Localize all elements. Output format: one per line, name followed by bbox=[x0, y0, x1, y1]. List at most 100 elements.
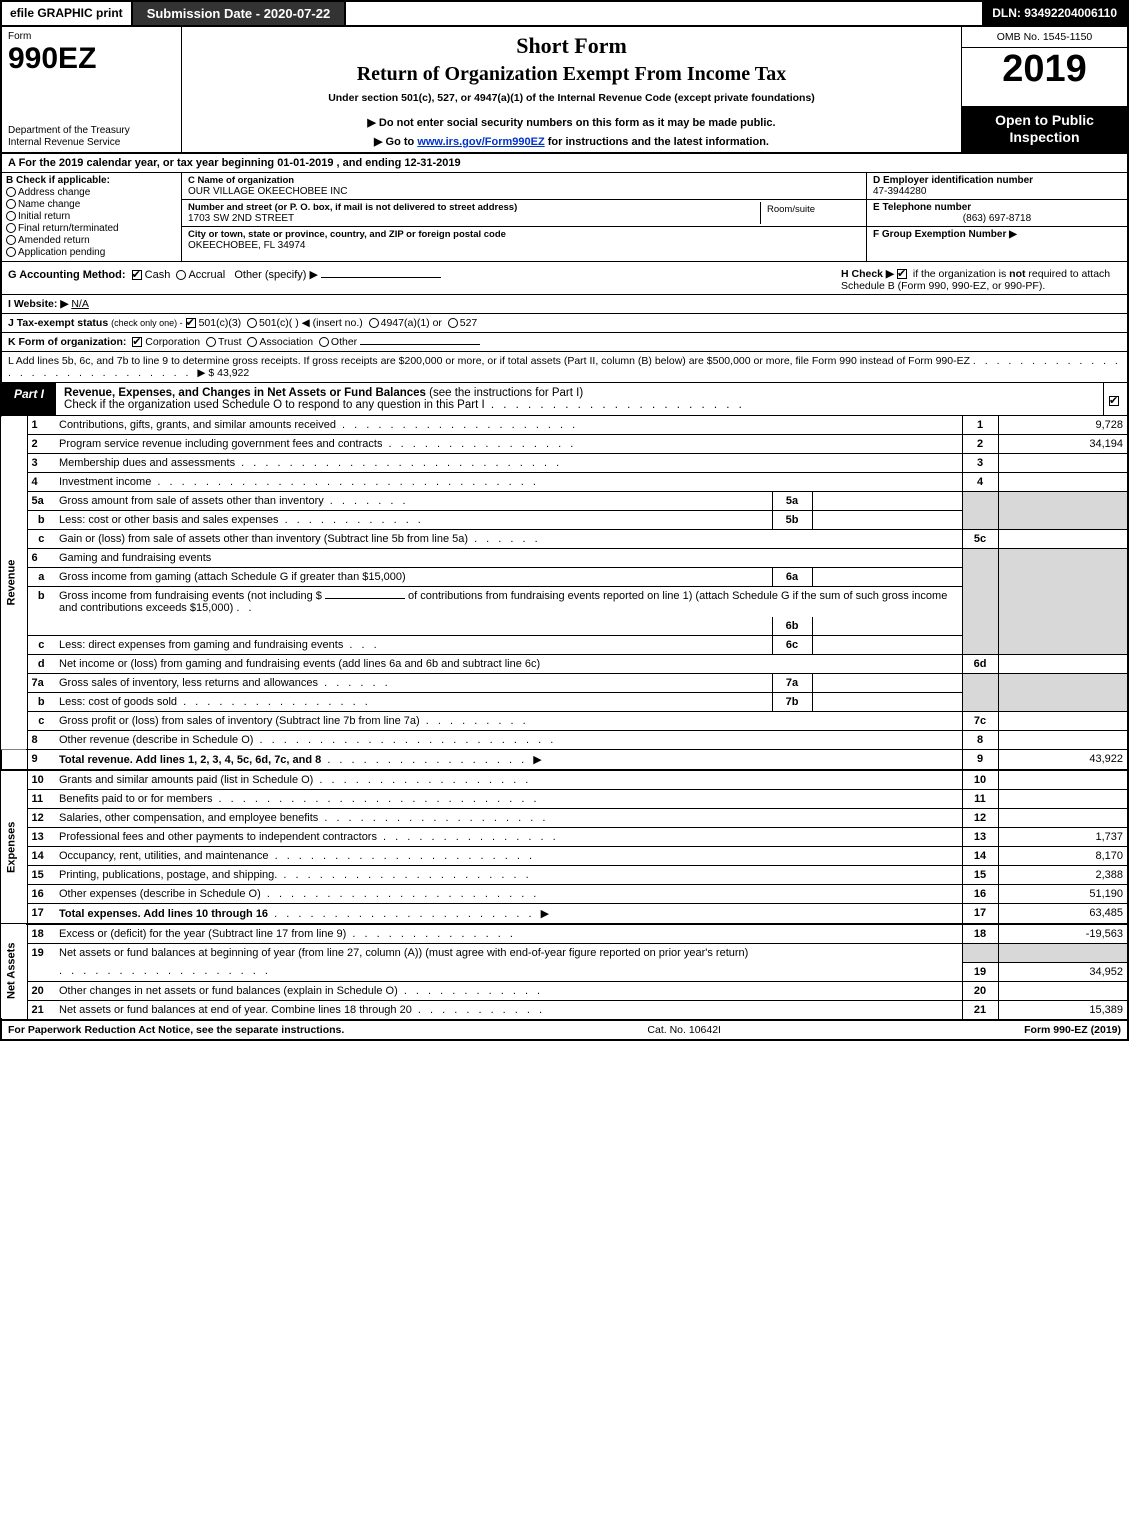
other-specify-input[interactable] bbox=[321, 277, 441, 278]
line-8-box: 8 bbox=[962, 731, 998, 750]
line-12-value bbox=[998, 809, 1128, 828]
side-revenue-end bbox=[1, 750, 27, 771]
line-14-value: 8,170 bbox=[998, 847, 1128, 866]
line-10-desc: Grants and similar amounts paid (list in… bbox=[59, 774, 313, 786]
line-18: Net Assets 18 Excess or (deficit) for th… bbox=[1, 924, 1128, 944]
line-9-value: 43,922 bbox=[998, 750, 1128, 771]
chk-accrual[interactable] bbox=[176, 270, 186, 280]
line-7c-num: c bbox=[27, 712, 55, 731]
line-2-num: 2 bbox=[27, 435, 55, 454]
chk-initial-return[interactable]: Initial return bbox=[6, 211, 177, 222]
line-16-value: 51,190 bbox=[998, 885, 1128, 904]
omb-number: OMB No. 1545-1150 bbox=[962, 27, 1127, 48]
j-note: (check only one) - bbox=[111, 318, 183, 328]
part-1-schedule-o-check[interactable] bbox=[1103, 383, 1127, 415]
line-18-box: 18 bbox=[962, 924, 998, 944]
l-text: L Add lines 5b, 6c, and 7b to line 9 to … bbox=[8, 355, 970, 367]
chk-527[interactable] bbox=[448, 318, 458, 328]
line-11-box: 11 bbox=[962, 790, 998, 809]
chk-association[interactable] bbox=[247, 337, 257, 347]
line-17-num: 17 bbox=[27, 904, 55, 925]
line-11: 11 Benefits paid to or for members . . .… bbox=[1, 790, 1128, 809]
header-left: Form 990EZ Department of the Treasury In… bbox=[2, 27, 182, 152]
line-19-num-b bbox=[27, 962, 55, 981]
line-6b-desc-cont bbox=[55, 617, 772, 636]
line-12-box: 12 bbox=[962, 809, 998, 828]
line-13: 13 Professional fees and other payments … bbox=[1, 828, 1128, 847]
line-4-value bbox=[998, 473, 1128, 492]
chk-application-pending[interactable]: Application pending bbox=[6, 247, 177, 258]
line-7b-desc: Less: cost of goods sold bbox=[59, 696, 177, 708]
chk-501c[interactable] bbox=[247, 318, 257, 328]
dept-treasury: Department of the Treasury Internal Reve… bbox=[8, 125, 175, 148]
line-17-value: 63,485 bbox=[998, 904, 1128, 925]
line-5b-mini-val bbox=[812, 511, 962, 530]
line-13-num: 13 bbox=[27, 828, 55, 847]
org-name-label: C Name of organization bbox=[188, 175, 860, 186]
line-7a-desc: Gross sales of inventory, less returns a… bbox=[59, 677, 318, 689]
line-7c-value bbox=[998, 712, 1128, 731]
accrual-label: Accrual bbox=[188, 269, 225, 281]
line-5b-num: b bbox=[27, 511, 55, 530]
line-18-num: 18 bbox=[27, 924, 55, 944]
line-7b-mini: 7b bbox=[772, 693, 812, 712]
g-label: G Accounting Method: bbox=[8, 269, 126, 281]
chk-cash[interactable] bbox=[132, 270, 142, 280]
row-g-h: G Accounting Method: Cash Accrual Other … bbox=[0, 262, 1129, 294]
line-4: 4 Investment income . . . . . . . . . . … bbox=[1, 473, 1128, 492]
line-11-num: 11 bbox=[27, 790, 55, 809]
line-9-num: 9 bbox=[27, 750, 55, 771]
grey-7 bbox=[962, 674, 998, 712]
line-6b-amount-input[interactable] bbox=[325, 598, 405, 599]
line-6b-1: b Gross income from fundraising events (… bbox=[1, 587, 1128, 618]
row-i-website: I Website: ▶ N/A bbox=[0, 294, 1129, 314]
line-11-value bbox=[998, 790, 1128, 809]
dept-line-2: Internal Revenue Service bbox=[8, 137, 175, 149]
group-exemption-label: F Group Exemption Number ▶ bbox=[873, 229, 1017, 240]
line-1-num: 1 bbox=[27, 416, 55, 435]
line-5a-num: 5a bbox=[27, 492, 55, 511]
chk-schedule-b[interactable] bbox=[897, 269, 907, 279]
side-revenue: Revenue bbox=[1, 416, 27, 750]
entity-info-section: B Check if applicable: Address change Na… bbox=[0, 173, 1129, 262]
line-10: Expenses 10 Grants and similar amounts p… bbox=[1, 770, 1128, 790]
line-4-desc: Investment income bbox=[59, 476, 151, 488]
part-1-title-bold: Revenue, Expenses, and Changes in Net As… bbox=[64, 387, 426, 399]
efile-print-label[interactable]: efile GRAPHIC print bbox=[2, 2, 133, 25]
line-15-num: 15 bbox=[27, 866, 55, 885]
chk-address-change[interactable]: Address change bbox=[6, 187, 177, 198]
chk-final-return[interactable]: Final return/terminated bbox=[6, 223, 177, 234]
opt-corporation: Corporation bbox=[145, 336, 200, 348]
chk-other-org[interactable] bbox=[319, 337, 329, 347]
line-a-tax-year: A For the 2019 calendar year, or tax yea… bbox=[0, 154, 1129, 173]
chk-4947[interactable] bbox=[369, 318, 379, 328]
irs-link[interactable]: www.irs.gov/Form990EZ bbox=[417, 136, 544, 148]
chk-trust[interactable] bbox=[206, 337, 216, 347]
chk-name-change[interactable]: Name change bbox=[6, 199, 177, 210]
line-10-box: 10 bbox=[962, 770, 998, 790]
phone-row: E Telephone number (863) 697-8718 bbox=[867, 200, 1127, 227]
line-7c-desc: Gross profit or (loss) from sales of inv… bbox=[59, 715, 420, 727]
chk-amended-return[interactable]: Amended return bbox=[6, 235, 177, 246]
line-3-desc: Membership dues and assessments bbox=[59, 457, 235, 469]
chk-application-pending-label: Application pending bbox=[18, 247, 105, 258]
line-18-value: -19,563 bbox=[998, 924, 1128, 944]
line-13-desc: Professional fees and other payments to … bbox=[59, 831, 377, 843]
line-19-box: 19 bbox=[962, 962, 998, 981]
city-value: OKEECHOBEE, FL 34974 bbox=[188, 240, 860, 251]
row-h: H Check ▶ if the organization is not req… bbox=[841, 268, 1121, 292]
line-5a-desc: Gross amount from sale of assets other t… bbox=[59, 495, 324, 507]
title-short-form: Short Form bbox=[190, 33, 953, 59]
line-7b-mini-val bbox=[812, 693, 962, 712]
line-13-value: 1,737 bbox=[998, 828, 1128, 847]
line-6b-2: 6b bbox=[1, 617, 1128, 636]
h-label: H Check ▶ bbox=[841, 268, 894, 280]
other-org-input[interactable] bbox=[360, 344, 480, 345]
chk-corporation[interactable] bbox=[132, 337, 142, 347]
phone-label: E Telephone number bbox=[873, 202, 1121, 213]
line-6c: c Less: direct expenses from gaming and … bbox=[1, 636, 1128, 655]
side-net-assets: Net Assets bbox=[1, 924, 27, 1019]
line-14-desc: Occupancy, rent, utilities, and maintena… bbox=[59, 850, 269, 862]
part-1-title-rest: (see the instructions for Part I) bbox=[426, 387, 583, 399]
chk-501c3[interactable] bbox=[186, 318, 196, 328]
